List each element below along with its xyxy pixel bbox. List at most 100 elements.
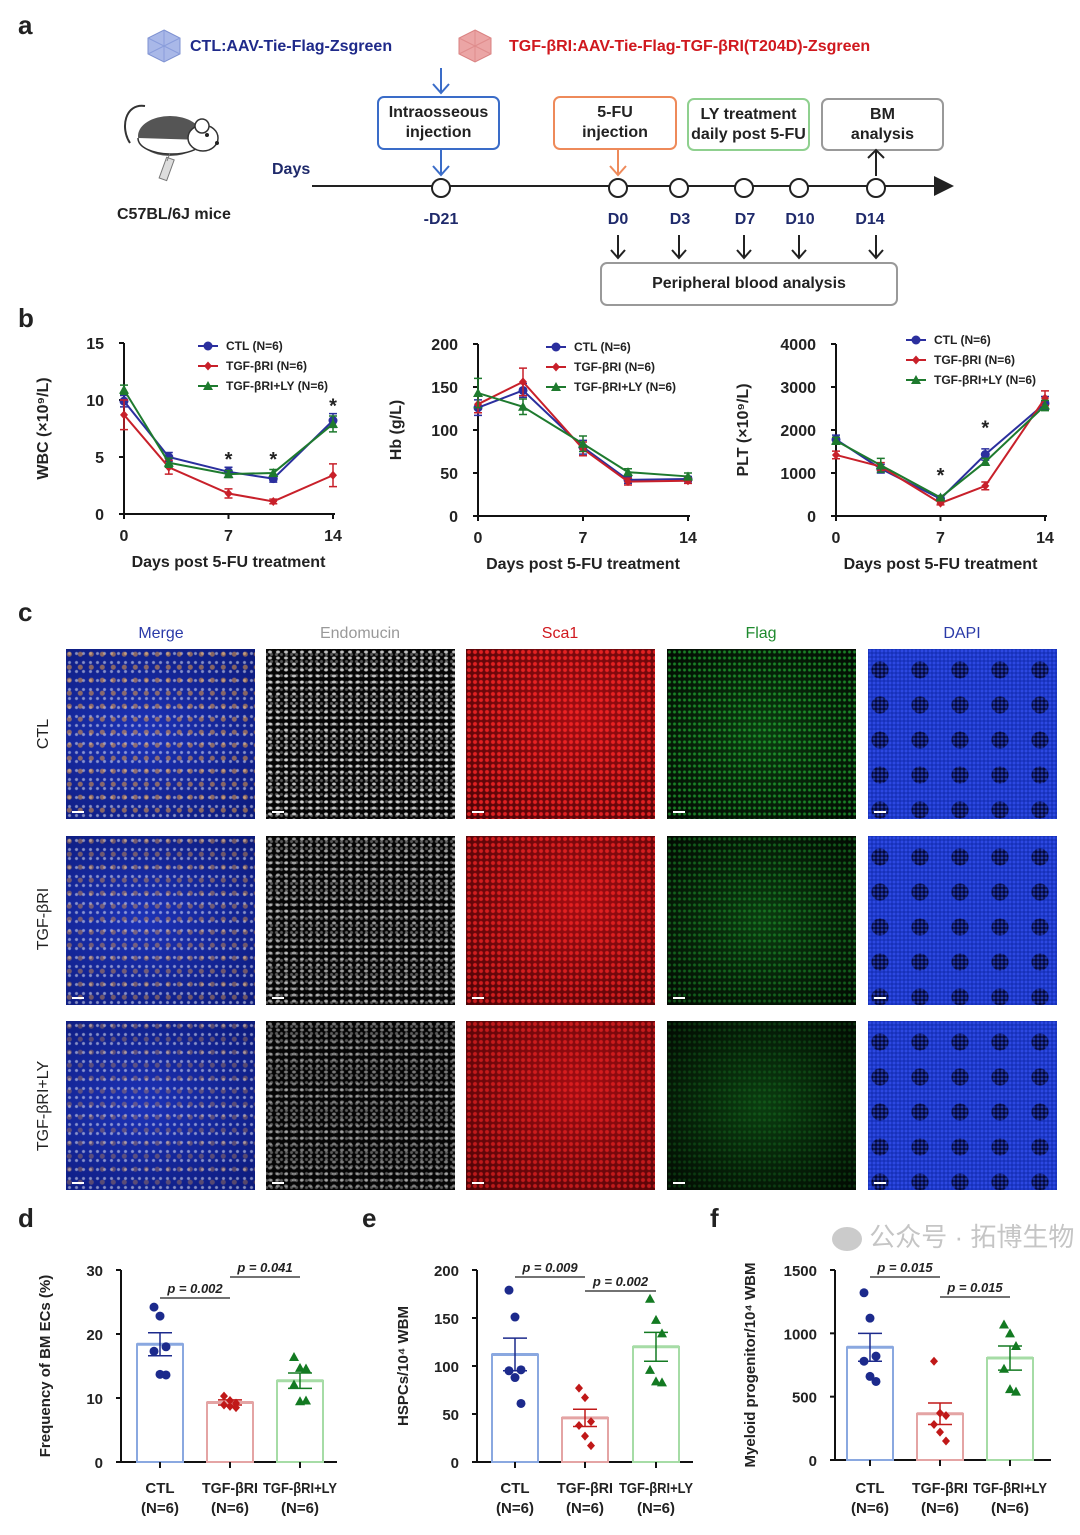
- data-point: [651, 1376, 661, 1386]
- arrow-icon: [610, 235, 626, 260]
- sem-bar: [148, 1331, 172, 1357]
- data-point: [295, 1362, 305, 1372]
- data-point: [624, 477, 632, 487]
- data-point: [578, 438, 588, 448]
- data-point: [911, 335, 921, 345]
- data-point: [163, 457, 174, 467]
- bar-chart-3: 0 500 1000 1500 Myeloid progenitor/10⁴ WBM CT…: [742, 1260, 1051, 1517]
- data-point: [519, 377, 527, 387]
- y-tick-label: 1000: [784, 1326, 817, 1343]
- category-label: TGF-βRI+LY: [973, 1480, 1047, 1497]
- image-tgf-dapi: [868, 836, 1057, 1005]
- scale-bar: [673, 997, 685, 999]
- x-axis-label: Days post 5-FU treatment: [132, 554, 326, 571]
- data-point: [289, 1352, 299, 1362]
- line-chart-2: 0 50 100 150 200 0 7 14 Days post 5-FU treatment…: [388, 337, 697, 573]
- series-0: [831, 395, 1050, 504]
- column-header-merge: Merge: [138, 625, 184, 642]
- category-n-label: (N=6): [566, 1500, 604, 1517]
- scale-bar: [72, 811, 84, 813]
- timepoint-marker: [431, 178, 451, 198]
- legend-label: CTL (N=6): [574, 340, 631, 354]
- legend-label: TGF-βRI (N=6): [226, 359, 307, 373]
- y-axis-label: Frequency of BM ECs (%): [37, 1275, 54, 1458]
- panel-letter-f: f: [710, 1203, 719, 1233]
- data-point: [269, 496, 278, 506]
- data-point: [516, 1365, 526, 1375]
- timepoint-label: D0: [607, 211, 629, 228]
- y-axis-label: PLT (×10⁹/L): [735, 383, 752, 476]
- significance-star: *: [937, 465, 945, 487]
- arrow-icon: [432, 68, 450, 95]
- data-point: [551, 342, 561, 352]
- y-tick-label: 2000: [780, 423, 816, 440]
- data-point: [871, 1351, 881, 1361]
- bar: [206, 1401, 254, 1463]
- y-tick-label: 150: [431, 380, 458, 397]
- category-label: CTL: [855, 1480, 884, 1497]
- data-point: [832, 450, 840, 460]
- data-point: [623, 467, 633, 477]
- x-axis-label: Days post 5-FU treatment: [486, 556, 680, 573]
- image-ctl-dapi: [868, 649, 1057, 819]
- panel-letter-a: a: [18, 10, 33, 40]
- y-axis-label: Myeloid progenitor/10⁴ WBM: [742, 1263, 759, 1468]
- y-tick-label: 5: [95, 450, 104, 467]
- legend-label: TGF-βRI+LY (N=6): [574, 380, 676, 394]
- data-point: [119, 384, 129, 394]
- data-point: [935, 492, 946, 502]
- days-label: Days: [272, 161, 311, 178]
- data-point: [645, 1364, 655, 1374]
- data-point: [551, 382, 561, 391]
- column-header-flag: Flag: [745, 625, 777, 642]
- series-line: [477, 380, 689, 483]
- timepoint-marker: [669, 178, 689, 198]
- y-tick-label: 0: [95, 1455, 103, 1472]
- series-0: [473, 382, 693, 485]
- data-point: [575, 1421, 583, 1431]
- image-tgf-endomucin: [266, 836, 455, 1005]
- p-value-label: p = 0.015: [946, 1280, 1003, 1295]
- legend-label: TGF-βRI+LY (N=6): [226, 379, 328, 393]
- scale-bar: [272, 1182, 284, 1184]
- line-chart-3: 0 1000 2000 3000 4000 0 7 14 Days post 5-FU trea…: [735, 333, 1054, 573]
- significance-star: *: [329, 396, 337, 418]
- data-point: [657, 1377, 667, 1387]
- x-tick-label: 14: [679, 530, 697, 547]
- data-point: [204, 361, 212, 371]
- x-tick-label: 7: [224, 528, 233, 545]
- legend-label: CTL (N=6): [934, 333, 991, 347]
- panel-letter-d: d: [18, 1203, 34, 1233]
- y-tick-label: 200: [434, 1263, 459, 1280]
- intraosseous-injection-box: Intraosseous injection: [377, 96, 500, 150]
- category-label: TGF-βRI+LY: [619, 1480, 693, 1497]
- image-tgf-flag: [667, 836, 856, 1005]
- x-tick-label: 14: [1036, 530, 1054, 547]
- data-point: [587, 1441, 595, 1451]
- series-1: [832, 390, 1049, 508]
- y-tick-label: 50: [440, 466, 458, 483]
- arrow-icon: [868, 235, 884, 260]
- data-point: [504, 1285, 514, 1295]
- y-tick-label: 4000: [780, 337, 816, 354]
- y-axis-label: HSPCs/10⁴ WBM: [395, 1306, 412, 1426]
- timepoint-marker: [734, 178, 754, 198]
- significance-star: *: [981, 418, 989, 440]
- bar: [846, 1346, 894, 1462]
- y-tick-label: 15: [86, 336, 104, 353]
- y-tick-label: 10: [86, 393, 104, 410]
- y-tick-label: 0: [807, 509, 816, 526]
- bar: [136, 1343, 184, 1463]
- image-tgf-merge: [66, 836, 255, 1005]
- p-value-label: p = 0.009: [521, 1260, 578, 1275]
- series-2: [119, 384, 338, 479]
- image-ctl-sca1: [466, 649, 655, 819]
- 5fu-injection-box: 5-FU injection: [553, 96, 677, 150]
- y-tick-label: 0: [95, 507, 104, 524]
- data-point: [581, 1431, 589, 1441]
- scale-bar: [874, 811, 886, 813]
- category-n-label: (N=6): [991, 1500, 1029, 1517]
- data-point: [859, 1356, 869, 1366]
- series-2: [473, 377, 693, 481]
- data-point: [912, 355, 920, 365]
